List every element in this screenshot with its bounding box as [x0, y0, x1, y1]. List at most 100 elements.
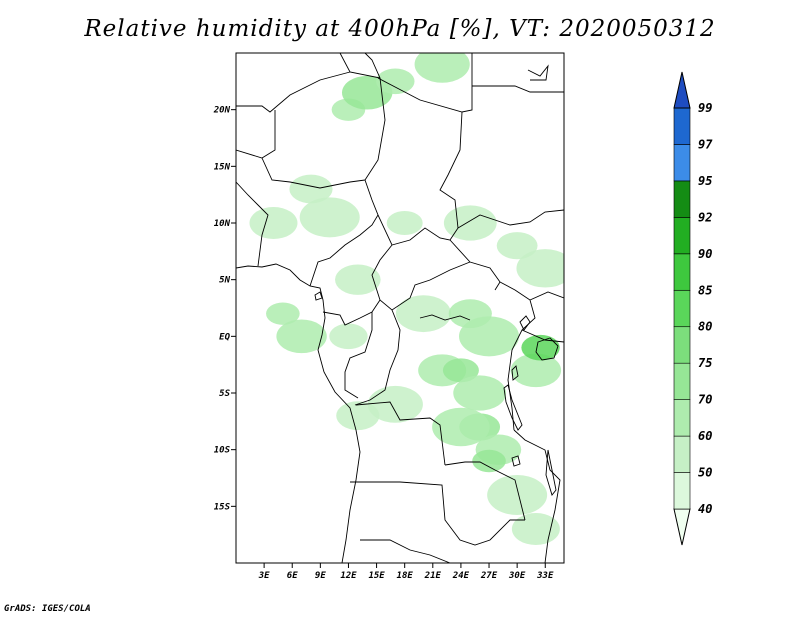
humidity-patch	[289, 174, 333, 204]
colorbar-segment	[673, 180, 691, 218]
colorbar: 40 50 60 70 75 80 85 90 92 95 97 99	[673, 71, 713, 546]
border-line	[457, 209, 564, 229]
humidity-patch	[335, 264, 381, 295]
lon-tick-label: 18E	[397, 571, 414, 581]
lon-tick-label: 3E	[258, 571, 270, 581]
humidity-patch	[414, 53, 470, 83]
colorbar-label: 70	[698, 393, 712, 407]
border-line	[364, 77, 386, 181]
border-line	[513, 429, 561, 563]
colorbar-label: 90	[698, 247, 712, 261]
latitude-axis: 20N 15N 10N 5N EQ 5S 10S 15S	[213, 106, 236, 512]
lon-tick-label: 30E	[508, 571, 526, 581]
lat-tick-label: 20N	[213, 106, 231, 116]
colorbar-label: 99	[698, 101, 712, 115]
colorbar-label: 75	[698, 356, 712, 370]
lake-malawi	[545, 449, 557, 496]
humidity-patch	[336, 401, 380, 431]
lat-tick-label: 5N	[219, 276, 230, 286]
border-line	[529, 291, 564, 301]
longitude-axis: 3E 6E 9E 12E 15E 18E 21E 24E 27E 30E 33E	[258, 563, 554, 581]
colorbar-lower-extension	[673, 508, 691, 546]
colorbar-segment	[673, 326, 691, 364]
humidity-patch	[329, 323, 368, 350]
humidity-patch	[521, 334, 560, 361]
colorbar-segment	[673, 362, 691, 400]
humidity-patch	[510, 353, 562, 388]
humidity-patch	[376, 68, 415, 95]
lake-kivu	[511, 365, 519, 381]
coastline	[236, 263, 361, 563]
humidity-patch	[496, 232, 538, 260]
border-line	[322, 299, 381, 326]
lon-tick-label: 21E	[424, 571, 442, 581]
border-line	[354, 309, 401, 406]
humidity-patch	[443, 205, 497, 241]
border-line	[472, 85, 564, 93]
colorbar-segment	[673, 107, 691, 145]
lake-mweru	[511, 455, 521, 467]
humidity-patch	[487, 475, 548, 515]
lon-tick-label: 12E	[340, 571, 357, 581]
border-line	[444, 461, 526, 521]
humidity-field-layer	[249, 53, 564, 545]
colorbar-label: 50	[698, 466, 712, 480]
lake-tanganyika	[503, 384, 523, 431]
colorbar-segment	[673, 435, 691, 473]
border-line	[371, 244, 471, 311]
lon-tick-label: 9E	[315, 571, 326, 581]
lon-tick-label: 15E	[368, 571, 385, 581]
border-line	[309, 179, 379, 287]
colorbar-label: 97	[698, 137, 713, 151]
border-line	[236, 110, 276, 159]
colorbar-segment	[673, 472, 691, 510]
humidity-patch	[516, 249, 564, 288]
humidity-patch	[472, 449, 506, 473]
humidity-patch	[395, 295, 452, 333]
colorbar-upper-extension	[673, 71, 691, 109]
humidity-patch	[276, 319, 327, 354]
colorbar-segment	[673, 144, 691, 182]
colorbar-segment	[673, 399, 691, 437]
colorbar-label: 95	[698, 174, 712, 188]
colorbar-label: 40	[698, 502, 712, 516]
lon-tick-label: 27E	[480, 571, 498, 581]
humidity-patch	[453, 375, 507, 411]
map-frame	[235, 52, 565, 564]
lon-tick-label: 33E	[536, 571, 554, 581]
humidity-patch	[266, 302, 300, 325]
colorbar-label: 60	[698, 429, 712, 443]
lat-tick-label: 15N	[214, 162, 231, 172]
humidity-patch	[367, 385, 423, 423]
lat-tick-label: 10S	[214, 446, 231, 456]
lake-victoria	[535, 337, 559, 361]
lat-tick-label: 10N	[214, 219, 231, 229]
lon-tick-label: 6E	[287, 571, 298, 581]
humidity-patch	[249, 207, 298, 239]
lat-tick-label: 15S	[214, 502, 231, 512]
river-line	[419, 314, 471, 321]
border-line	[350, 481, 525, 546]
border-line	[377, 214, 501, 291]
river-line	[314, 291, 323, 301]
humidity-patch	[442, 358, 479, 383]
lon-tick-label: 24E	[452, 571, 470, 581]
humidity-patch	[386, 211, 423, 235]
lake-albert	[519, 315, 531, 331]
border-line	[355, 401, 446, 466]
grads-credit: GrADS: IGES/COLA	[4, 604, 91, 614]
humidity-patch	[299, 197, 360, 238]
colorbar-label: 80	[698, 320, 712, 334]
border-line	[360, 539, 451, 563]
humidity-patch	[432, 407, 490, 447]
border-line	[236, 181, 269, 267]
border-line	[236, 71, 351, 113]
coast-detail	[527, 64, 549, 81]
humidity-patch	[459, 316, 520, 357]
humidity-patch	[511, 513, 560, 545]
colorbar-label: 92	[698, 210, 712, 224]
colorbar-segment	[673, 217, 691, 255]
border-line	[261, 157, 366, 189]
colorbar-segment	[673, 253, 691, 291]
